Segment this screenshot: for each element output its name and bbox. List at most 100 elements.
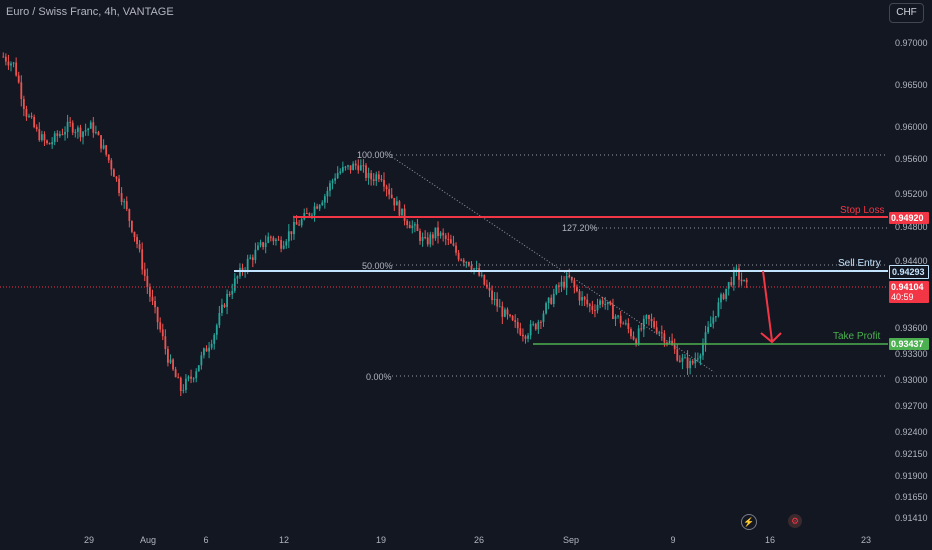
candle-body <box>519 328 522 335</box>
candle-body <box>236 276 239 279</box>
currency-button[interactable]: CHF <box>889 3 924 23</box>
candle-body <box>655 327 658 333</box>
candle-body <box>223 304 226 307</box>
candle-body <box>712 317 715 324</box>
candle-body <box>408 224 411 229</box>
candle-body <box>681 357 684 362</box>
candle-body <box>740 279 743 282</box>
candle-body <box>149 287 151 297</box>
candle-body <box>118 178 120 194</box>
candle-body <box>10 63 12 66</box>
y-tick-label: 0.93600 <box>895 323 928 333</box>
y-tick-label: 0.94800 <box>895 222 928 232</box>
candle-body <box>167 348 169 363</box>
settings-gear-icon[interactable]: ⚙ <box>788 514 802 528</box>
candle-body <box>604 303 607 305</box>
candle-body <box>82 131 84 138</box>
candle-body <box>246 258 249 271</box>
candle-body <box>285 241 288 246</box>
symbol-title[interactable]: Euro / Swiss Franc, 4h, VANTAGE <box>6 6 174 18</box>
candle-body <box>251 257 254 261</box>
candle-body <box>694 359 697 364</box>
candle-body <box>172 359 174 370</box>
candle-body <box>678 360 681 362</box>
candle-body <box>367 173 370 178</box>
candle-body <box>97 132 100 136</box>
candle-body <box>467 262 470 266</box>
candle-body <box>143 269 146 276</box>
y-tick-label: 0.96500 <box>895 80 928 90</box>
candle-body <box>583 296 586 300</box>
candle-body <box>663 333 666 343</box>
candle-body <box>15 62 18 76</box>
candle-body <box>416 224 419 232</box>
candle-body <box>305 213 308 215</box>
candle-body <box>190 376 192 379</box>
candle-body <box>318 205 321 209</box>
candle-body <box>35 127 38 130</box>
y-tick-label: 0.95600 <box>895 154 928 164</box>
candle-body <box>563 281 565 288</box>
candle-body <box>483 274 486 285</box>
candle-body <box>547 297 550 304</box>
candle-body <box>594 310 596 312</box>
candle-body <box>92 122 95 133</box>
candle-body <box>542 313 545 323</box>
candle-body <box>727 282 730 289</box>
candle-body <box>326 190 329 197</box>
flash-icon[interactable]: ⚡ <box>741 514 757 530</box>
candle-body <box>498 306 501 308</box>
candle-body <box>120 193 123 202</box>
candle-body <box>226 293 228 307</box>
y-tick-label: 0.92700 <box>895 401 928 411</box>
y-tick-label: 0.92400 <box>895 427 928 437</box>
candle-body <box>527 335 529 339</box>
candle-body <box>545 303 547 314</box>
candle-body <box>4 56 7 62</box>
y-tick-label: 0.91650 <box>895 492 928 502</box>
stop-loss-price-tag: 0.94920 <box>889 212 929 224</box>
candle-body <box>462 260 465 263</box>
candle-body <box>550 297 553 304</box>
candle-body <box>179 377 182 391</box>
y-tick-label: 0.92150 <box>895 449 928 459</box>
candle-body <box>12 62 15 64</box>
candle-body <box>540 321 542 323</box>
candle-body <box>534 323 537 330</box>
candle-body <box>648 315 650 319</box>
candle-body <box>426 237 429 245</box>
candle-body <box>485 284 488 288</box>
candle-body <box>704 332 707 345</box>
fib-50-label: 50.00% <box>362 261 393 271</box>
candle-body <box>612 304 614 319</box>
candle-body <box>313 206 316 215</box>
candle-body <box>449 239 452 244</box>
candle-body <box>609 301 612 305</box>
candle-body <box>732 269 735 286</box>
candle-body <box>619 315 622 324</box>
candle-body <box>280 240 283 249</box>
candle-body <box>676 349 679 361</box>
candle-body <box>406 220 409 225</box>
candle-body <box>457 252 460 260</box>
candle-body <box>650 318 653 322</box>
projection-arrow <box>762 270 773 342</box>
candle-body <box>28 115 30 117</box>
y-tick-label: 0.91900 <box>895 471 928 481</box>
candle-body <box>686 357 689 369</box>
candle-body <box>470 265 473 270</box>
candle-body <box>599 300 601 305</box>
candle-body <box>154 301 156 308</box>
candle-body <box>691 360 694 364</box>
projection-arrow-head <box>760 332 782 344</box>
candle-body <box>745 279 748 283</box>
current-price: 0.94104 <box>891 282 924 292</box>
candle-body <box>627 323 630 330</box>
candle-body <box>169 359 172 363</box>
candle-body <box>359 165 362 171</box>
candle-body <box>30 115 33 118</box>
candle-body <box>210 343 213 348</box>
candle-body <box>377 174 380 180</box>
candle-body <box>475 268 478 270</box>
